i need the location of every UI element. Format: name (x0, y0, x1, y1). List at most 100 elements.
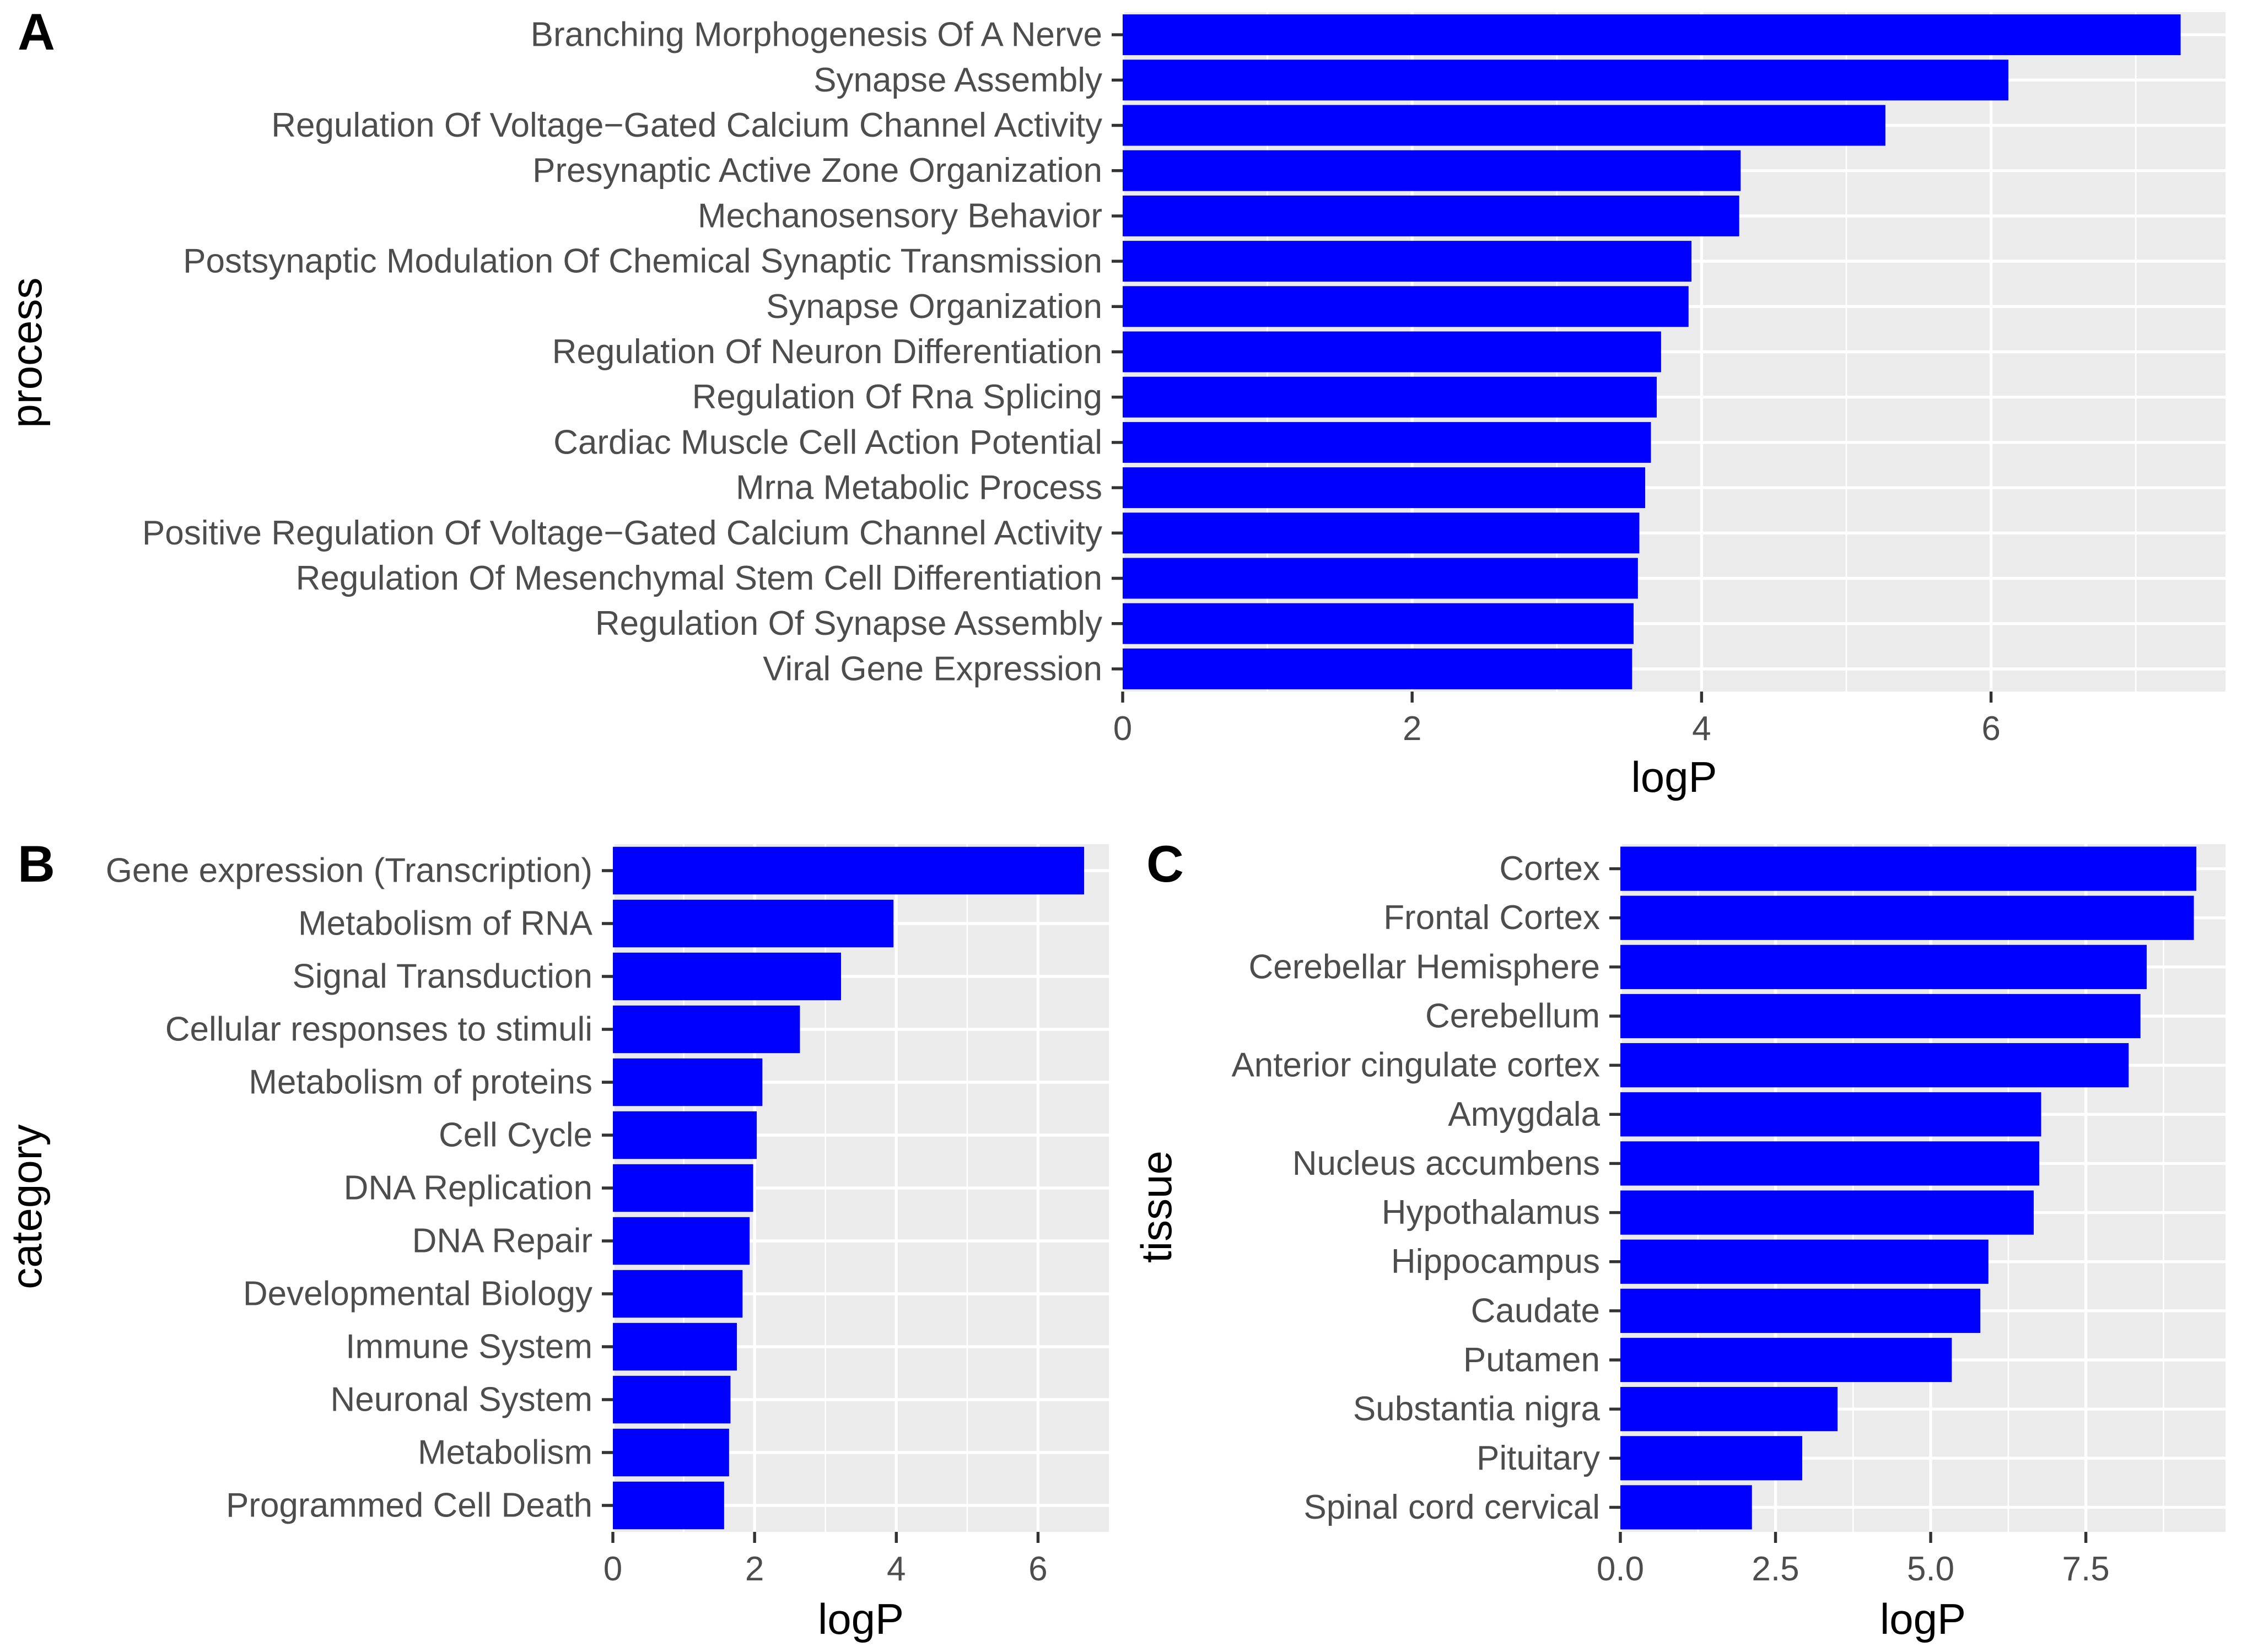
bar (1620, 1485, 1752, 1530)
category-label: Regulation Of Mesenchymal Stem Cell Diff… (296, 559, 1102, 597)
bar (1620, 1190, 2034, 1235)
bar (613, 1428, 729, 1477)
bar (1123, 14, 2181, 56)
panel-letter: A (18, 3, 55, 61)
bar (1123, 195, 1739, 236)
bar (1123, 376, 1657, 418)
category-label: Neuronal System (330, 1381, 592, 1419)
bar (1620, 994, 2141, 1039)
category-label: Cell Cycle (439, 1116, 592, 1154)
category-label: Postsynaptic Modulation Of Chemical Syna… (183, 242, 1102, 280)
category-label: Hippocampus (1391, 1243, 1600, 1281)
x-axis-title: logP (818, 1595, 904, 1643)
bar (613, 952, 841, 1001)
category-label: Signal Transduction (292, 958, 592, 996)
x-axis-title: logP (1880, 1595, 1966, 1643)
category-label: Gene expression (Transcription) (106, 852, 592, 890)
x-tick-label: 6 (1981, 710, 2000, 748)
category-label: Regulation Of Rna Splicing (692, 378, 1102, 416)
x-tick-label: 7.5 (2062, 1550, 2110, 1588)
bar (1123, 422, 1651, 463)
bar (1123, 603, 1634, 644)
category-label: Viral Gene Expression (763, 650, 1102, 688)
category-label: Amygdala (1448, 1095, 1600, 1133)
bar (613, 1270, 743, 1318)
x-tick-label: 2 (745, 1550, 764, 1588)
category-label: DNA Repair (412, 1222, 592, 1260)
bar (1620, 895, 2194, 940)
bar (1123, 241, 1692, 282)
panel-b: Gene expression (Transcription) Metabolis… (2, 835, 1109, 1643)
panel-letter: B (18, 835, 55, 893)
x-tick-label: 4 (1692, 710, 1711, 748)
x-tick-label: 0 (603, 1550, 622, 1588)
category-label: Positive Regulation Of Voltage−Gated Cal… (142, 514, 1102, 552)
category-label: Cardiac Muscle Cell Action Potential (553, 423, 1102, 461)
bar (1620, 1092, 2041, 1137)
category-label: Metabolism (418, 1434, 592, 1472)
x-tick-label: 5.0 (1907, 1550, 1954, 1588)
bar (613, 1111, 757, 1159)
bar (613, 1058, 763, 1106)
bar (1620, 1436, 1802, 1481)
x-tick-label: 4 (887, 1550, 906, 1588)
category-label: Metabolism of proteins (249, 1063, 592, 1102)
category-label: Nucleus accumbens (1292, 1144, 1600, 1183)
panel-a: Branching Morphogenesis Of A Nerve Synaps… (2, 3, 2226, 801)
bar (1620, 1387, 1838, 1432)
bar (613, 1322, 737, 1371)
panel-letter: C (1146, 835, 1184, 893)
category-label: Cerebellar Hemisphere (1249, 948, 1601, 986)
x-tick-label: 0.0 (1597, 1550, 1644, 1588)
bar (613, 846, 1084, 895)
bar (1620, 1239, 1989, 1284)
y-axis-title: process (2, 277, 51, 428)
bar (1620, 846, 2197, 891)
category-label: Cerebellum (1425, 997, 1600, 1035)
category-label: Pituitary (1477, 1439, 1600, 1477)
category-label: Cellular responses to stimuli (165, 1011, 592, 1049)
category-label: Immune System (346, 1328, 592, 1366)
x-tick-label: 6 (1028, 1550, 1047, 1588)
bar (613, 1481, 724, 1530)
category-label: Mrna Metabolic Process (736, 469, 1102, 507)
x-axis-title: logP (1631, 753, 1717, 801)
category-label: Metabolism of RNA (298, 905, 593, 943)
category-label: Branching Morphogenesis Of A Nerve (531, 16, 1102, 54)
category-label: Regulation Of Neuron Differentiation (552, 333, 1102, 371)
category-label: Caudate (1471, 1292, 1600, 1330)
category-label: Presynaptic Active Zone Organization (532, 152, 1102, 190)
category-label: Synapse Organization (766, 288, 1102, 326)
category-label: Regulation Of Voltage−Gated Calcium Chan… (271, 106, 1102, 144)
bar (1620, 1043, 2129, 1088)
x-tick-label: 0 (1113, 710, 1132, 748)
x-tick-label: 2 (1403, 710, 1421, 748)
bar (613, 1164, 753, 1212)
bar (613, 899, 894, 948)
category-label: Substantia nigra (1353, 1390, 1601, 1428)
panel-c: Cortex Frontal Cortex Cerebellar Hemispher… (1132, 835, 2226, 1643)
bar (1123, 286, 1689, 327)
bar (1620, 1141, 2040, 1186)
x-tick-label: 2.5 (1752, 1550, 1799, 1588)
y-axis-title: category (2, 1124, 51, 1289)
bar (1620, 1337, 1952, 1383)
category-label: Developmental Biology (243, 1275, 592, 1313)
bar (1123, 150, 1741, 191)
category-label: Spinal cord cervical (1303, 1488, 1600, 1526)
category-label: Frontal Cortex (1383, 899, 1600, 937)
bar (1123, 648, 1632, 689)
category-label: Programmed Cell Death (226, 1487, 592, 1525)
category-label: DNA Replication (344, 1169, 592, 1207)
bar (1123, 558, 1638, 599)
y-axis-title: tissue (1132, 1151, 1181, 1263)
bar (1123, 60, 2009, 101)
bar (1123, 105, 1885, 146)
category-label: Regulation Of Synapse Assembly (595, 604, 1102, 643)
category-label: Putamen (1463, 1341, 1600, 1379)
bar (1123, 512, 1640, 554)
bar (613, 1005, 800, 1054)
bar (613, 1217, 750, 1265)
